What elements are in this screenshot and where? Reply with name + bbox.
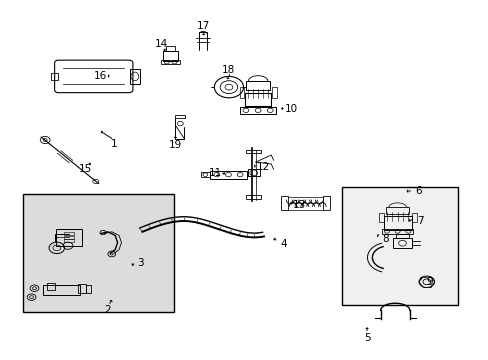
Text: 1: 1 xyxy=(111,139,117,149)
Bar xyxy=(43,285,80,295)
Bar xyxy=(161,60,180,64)
Bar xyxy=(247,169,259,176)
Text: 13: 13 xyxy=(293,200,306,210)
Bar xyxy=(165,46,175,51)
Text: 3: 3 xyxy=(137,258,144,268)
Bar xyxy=(322,197,329,210)
Bar xyxy=(240,107,276,113)
Bar xyxy=(46,283,55,290)
Text: 16: 16 xyxy=(94,71,107,81)
Bar xyxy=(51,73,58,80)
Bar xyxy=(246,150,261,153)
Bar xyxy=(23,194,173,312)
Bar xyxy=(201,172,209,177)
Text: 6: 6 xyxy=(414,186,421,196)
Bar xyxy=(383,216,411,230)
Bar xyxy=(271,87,276,98)
Bar xyxy=(341,187,458,305)
Bar xyxy=(395,234,408,238)
Bar xyxy=(381,229,413,234)
Bar xyxy=(392,238,411,248)
Text: 18: 18 xyxy=(221,65,234,75)
Text: 7: 7 xyxy=(416,216,423,226)
Text: 2: 2 xyxy=(104,305,110,315)
Bar xyxy=(129,69,140,84)
Bar xyxy=(244,93,271,107)
Bar xyxy=(56,229,82,246)
Text: 5: 5 xyxy=(363,333,369,343)
Text: 8: 8 xyxy=(382,234,388,244)
Bar xyxy=(378,213,383,222)
Bar xyxy=(246,81,269,90)
Text: 17: 17 xyxy=(197,21,210,31)
Text: 4: 4 xyxy=(280,239,286,249)
Bar xyxy=(239,87,244,98)
Bar xyxy=(210,171,246,179)
Bar xyxy=(411,213,416,222)
Bar xyxy=(64,236,74,239)
Bar xyxy=(64,232,74,235)
Bar xyxy=(385,207,408,213)
Bar xyxy=(85,285,91,293)
Bar xyxy=(163,51,178,61)
Bar xyxy=(281,197,287,210)
Text: 10: 10 xyxy=(284,104,297,113)
Text: 19: 19 xyxy=(168,140,182,150)
Bar xyxy=(64,239,74,242)
Text: 12: 12 xyxy=(256,162,269,172)
Text: 11: 11 xyxy=(208,168,222,178)
Text: 14: 14 xyxy=(155,39,168,49)
Text: 9: 9 xyxy=(425,277,432,287)
Bar xyxy=(78,284,85,293)
Bar xyxy=(175,114,184,118)
Text: 15: 15 xyxy=(78,164,91,174)
Bar xyxy=(246,195,261,199)
